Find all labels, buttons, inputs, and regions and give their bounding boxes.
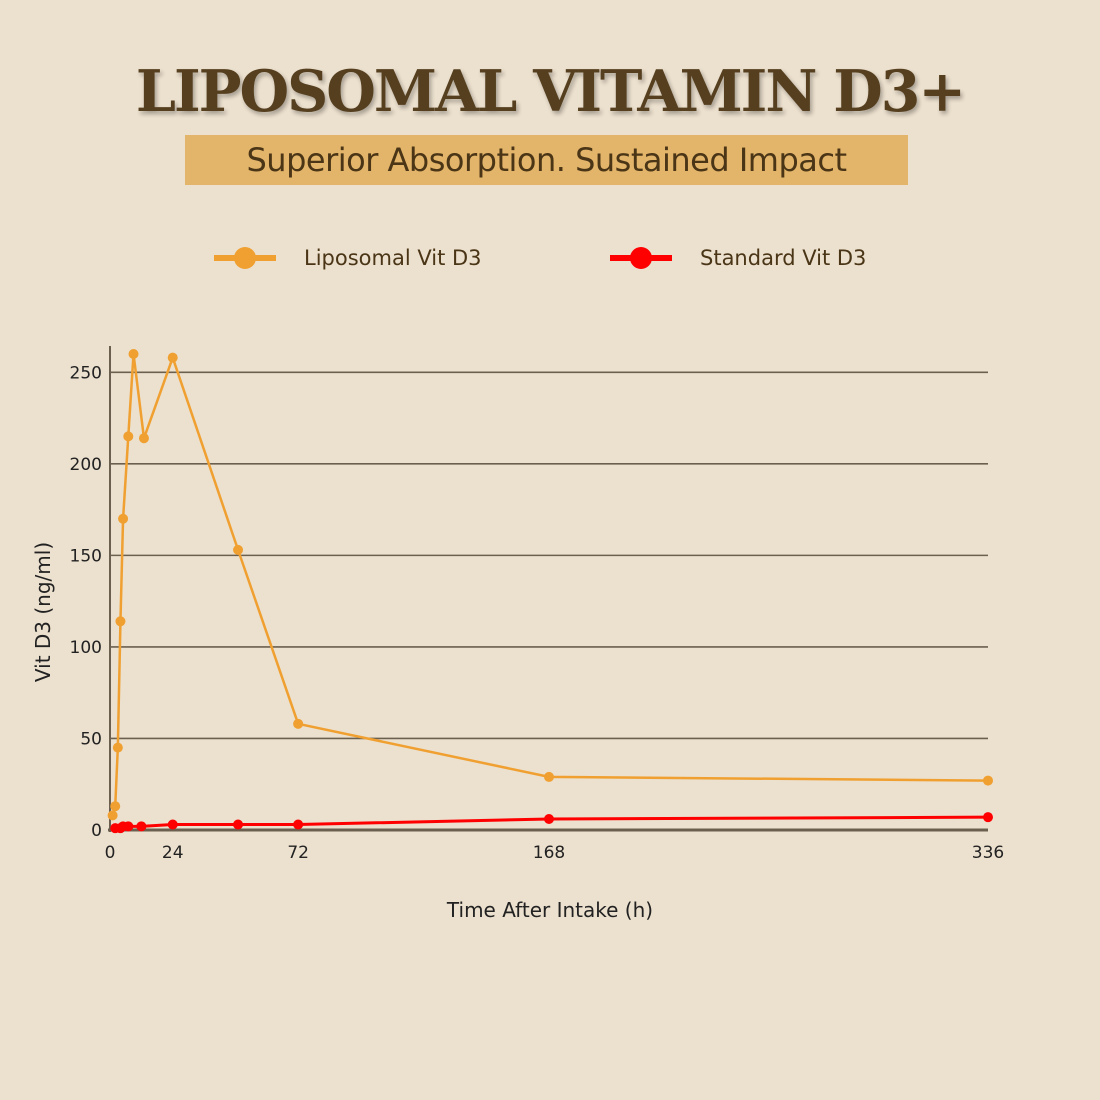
- legend-label-standard: Standard Vit D3: [700, 246, 867, 270]
- data-point-liposomal-3: [115, 616, 126, 627]
- legend-item-standard: Standard Vit D3: [610, 240, 866, 276]
- data-point-standard-5: [167, 819, 178, 830]
- x-tick-label-24: 24: [162, 843, 184, 863]
- subtitle-banner: Superior Absorption. Sustained Impact: [185, 135, 908, 185]
- y-tick-label-50: 50: [80, 729, 102, 749]
- page-title: LIPOSOMAL VITAMIN D3+: [135, 58, 966, 125]
- data-point-liposomal-11: [544, 771, 554, 782]
- legend-item-liposomal: Liposomal Vit D3: [214, 240, 482, 276]
- y-tick-label-250: 250: [70, 363, 102, 383]
- x-tick-label-72: 72: [287, 843, 309, 863]
- data-point-standard-9: [983, 812, 993, 823]
- data-point-liposomal-8: [167, 352, 178, 363]
- legend-swatch-liposomal: [214, 240, 276, 276]
- data-point-standard-7: [293, 819, 304, 830]
- data-point-liposomal-12: [983, 775, 993, 786]
- data-point-liposomal-9: [233, 544, 244, 555]
- data-point-liposomal-10: [293, 718, 304, 729]
- data-point-standard-3: [123, 821, 134, 832]
- subtitle: Superior Absorption. Sustained Impact: [246, 141, 847, 179]
- legend-label-liposomal: Liposomal Vit D3: [304, 246, 482, 270]
- data-point-liposomal-6: [128, 349, 139, 359]
- data-point-liposomal-1: [110, 801, 121, 812]
- data-point-liposomal-5: [123, 431, 134, 442]
- data-point-liposomal-4: [118, 513, 129, 524]
- x-tick-label-168: 168: [533, 843, 565, 863]
- x-tick-label-0: 0: [105, 843, 116, 863]
- legend-swatch-standard: [610, 240, 672, 276]
- x-tick-label-336: 336: [972, 843, 1004, 863]
- data-point-standard-6: [233, 819, 244, 830]
- legend-dot-standard: [630, 247, 652, 269]
- data-point-standard-8: [544, 814, 554, 825]
- x-axis-title: Time After Intake (h): [446, 898, 653, 922]
- y-tick-label-200: 200: [70, 455, 102, 475]
- legend-dot-liposomal: [234, 247, 256, 269]
- y-axis-title: Vit D3 (ng/ml): [31, 542, 55, 682]
- data-point-standard-4: [136, 821, 147, 832]
- y-tick-label-100: 100: [70, 638, 102, 658]
- series-line-liposomal: [111, 352, 989, 816]
- data-point-liposomal-7: [138, 433, 149, 444]
- data-point-liposomal-0: [107, 810, 118, 821]
- y-tick-label-0: 0: [91, 821, 102, 841]
- y-tick-label-150: 150: [70, 546, 102, 566]
- data-point-liposomal-2: [112, 742, 123, 753]
